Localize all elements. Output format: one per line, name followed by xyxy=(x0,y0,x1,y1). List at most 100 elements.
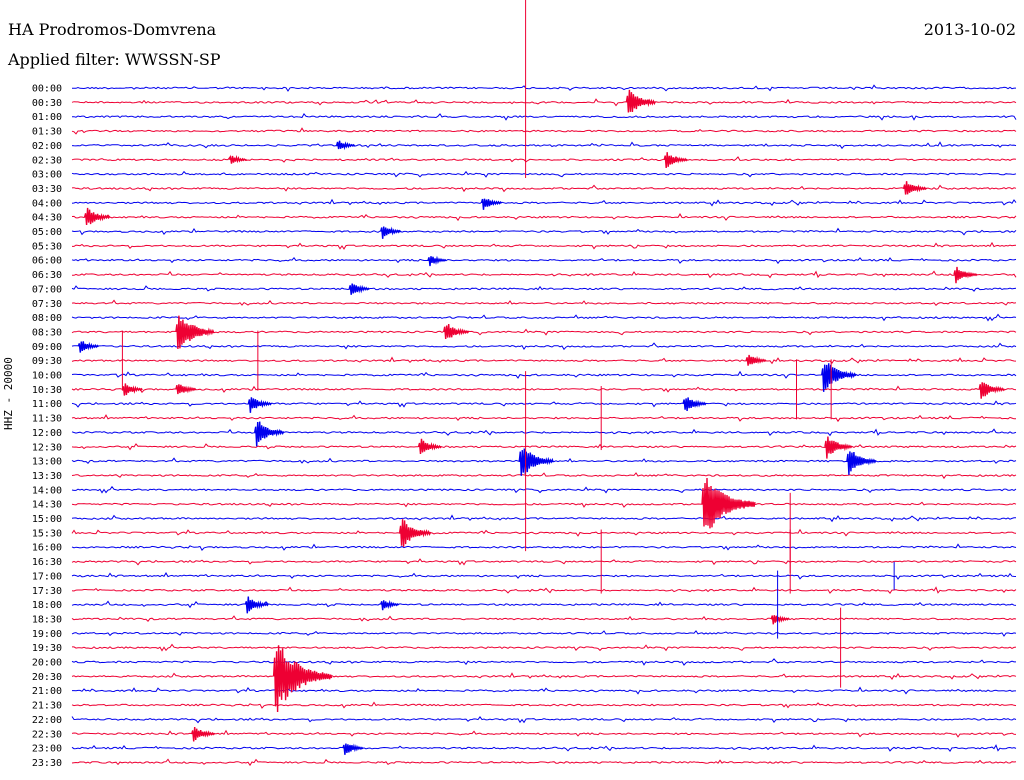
trace-line xyxy=(71,198,1017,207)
trace-line xyxy=(71,385,1017,394)
row-time-label: 16:30 xyxy=(32,557,62,568)
seismic-event xyxy=(480,198,503,210)
row-time-label: 14:00 xyxy=(32,485,62,496)
trace-line xyxy=(71,170,1017,178)
row-time-label: 08:00 xyxy=(32,313,62,324)
trace-line xyxy=(71,716,1017,724)
seismic-event xyxy=(380,599,400,611)
seismic-event xyxy=(417,438,443,454)
seismic-event xyxy=(247,397,272,413)
trace-line xyxy=(71,744,1017,752)
seismic-event xyxy=(978,382,1005,399)
trace-line xyxy=(72,241,1017,250)
seismic-event xyxy=(228,154,247,164)
seismic-event xyxy=(745,354,767,366)
trace-line xyxy=(71,299,1017,307)
trace-line xyxy=(72,643,1017,652)
trace-line xyxy=(71,558,1017,566)
seismic-event xyxy=(518,448,554,476)
trace-line xyxy=(71,615,1017,622)
row-time-label: 09:30 xyxy=(32,356,62,367)
row-time-label: 13:00 xyxy=(32,457,62,468)
trace-line xyxy=(72,84,1016,92)
row-time-label: 05:00 xyxy=(32,227,62,238)
seismic-event xyxy=(427,255,447,267)
trace-line xyxy=(71,428,1017,437)
trace-line xyxy=(71,701,1017,709)
trace-line xyxy=(72,270,1017,279)
trace-line xyxy=(71,370,1017,379)
trace-line xyxy=(71,98,1017,107)
row-time-label: 18:00 xyxy=(32,600,62,611)
seismic-event xyxy=(398,519,432,547)
trace-line xyxy=(71,500,1017,508)
trace-line xyxy=(71,600,1017,609)
row-time-label: 01:30 xyxy=(32,127,62,138)
row-time-label: 07:30 xyxy=(32,299,62,310)
trace-line xyxy=(71,758,1017,767)
trace-line xyxy=(71,672,1017,681)
trace-line xyxy=(71,356,1017,365)
row-time-label: 20:00 xyxy=(32,658,62,669)
row-time-label: 20:30 xyxy=(32,672,62,683)
seismic-event xyxy=(663,152,688,168)
row-time-label: 04:30 xyxy=(32,213,62,224)
seismic-event xyxy=(824,436,853,459)
trace-line xyxy=(71,729,1017,738)
filter-subtitle: Applied filter: WWSSN-SP xyxy=(8,50,221,69)
seismic-event xyxy=(625,89,657,113)
trace-line xyxy=(71,227,1017,236)
row-time-label: 22:00 xyxy=(32,715,62,726)
seismic-event xyxy=(342,743,364,755)
row-time-label: 19:00 xyxy=(32,629,62,640)
date-label: 2013-10-02 xyxy=(923,20,1016,39)
row-time-label: 18:30 xyxy=(32,614,62,625)
row-time-label: 05:30 xyxy=(32,241,62,252)
trace-line xyxy=(71,658,1016,666)
trace-line xyxy=(71,586,1017,595)
seismic-event xyxy=(380,226,402,239)
row-time-label: 16:00 xyxy=(32,543,62,554)
trace-line xyxy=(71,472,1017,480)
seismic-event xyxy=(682,397,707,411)
row-time-label: 11:00 xyxy=(32,399,62,410)
row-time-label: 00:30 xyxy=(32,98,62,109)
seismic-event xyxy=(254,421,285,447)
row-time-label: 02:00 xyxy=(32,141,62,152)
seismic-event xyxy=(83,207,111,226)
row-time-label: 21:30 xyxy=(32,701,62,712)
trace-line xyxy=(71,443,1017,451)
trace-line xyxy=(72,113,1017,121)
trace-line xyxy=(71,313,1017,322)
row-time-label: 15:00 xyxy=(32,514,62,525)
trace-line xyxy=(71,342,1017,351)
seismic-event xyxy=(175,315,215,350)
row-time-label: 21:00 xyxy=(32,686,62,697)
row-time-label: 03:00 xyxy=(32,170,62,181)
trace-line xyxy=(71,256,1017,265)
seismic-event xyxy=(272,645,333,713)
row-time-label: 11:30 xyxy=(32,414,62,425)
seismic-event xyxy=(953,266,978,284)
row-time-label: 10:00 xyxy=(32,371,62,382)
station-title: HA Prodromos-Domvrena xyxy=(8,20,217,39)
trace-line xyxy=(71,328,1017,336)
row-time-label: 09:00 xyxy=(32,342,62,353)
trace-line xyxy=(71,572,1017,580)
row-time-label: 13:30 xyxy=(32,471,62,482)
seismic-event xyxy=(175,384,197,395)
seismic-event xyxy=(77,341,99,353)
seismic-event xyxy=(770,615,790,625)
row-time-label: 23:00 xyxy=(32,744,62,755)
row-time-label: 15:30 xyxy=(32,528,62,539)
seismic-event xyxy=(244,596,269,614)
trace-line xyxy=(71,285,1017,292)
trace-line xyxy=(71,127,1017,135)
trace-line xyxy=(71,528,1017,537)
seismic-event xyxy=(335,140,356,151)
row-time-label: 02:30 xyxy=(32,155,62,166)
row-time-label: 12:30 xyxy=(32,442,62,453)
trace-line xyxy=(71,543,1017,551)
trace-line xyxy=(71,155,1017,163)
